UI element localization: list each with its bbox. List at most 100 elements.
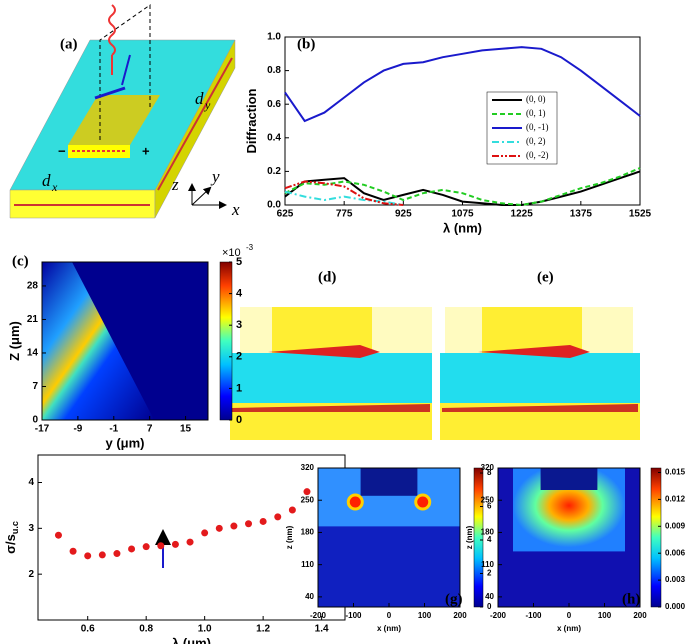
point	[98, 551, 106, 559]
y-tick-label: 28	[27, 281, 39, 292]
x-axis-label: x (nm)	[557, 624, 581, 633]
colorbar-tick-label: 4	[236, 288, 243, 300]
point	[201, 529, 209, 537]
x-axis-label: x (nm)	[377, 624, 401, 633]
colorbar-tick-label: 0.015	[665, 468, 685, 477]
dim-sub: y	[204, 98, 211, 112]
x-axis-label: λ (nm)	[443, 220, 482, 235]
y-axis-label: σ/su.c	[3, 521, 20, 554]
x-tick-label: 100	[418, 611, 432, 620]
x-tick-label: 0	[387, 611, 392, 620]
y-axis-label-text: Z (μm)	[7, 321, 22, 361]
y-axis-label: Z (μm)	[7, 321, 22, 361]
legend-label: (0, -1)	[526, 122, 549, 132]
legend-label: (0, -2)	[526, 150, 549, 160]
colorbar-tick-label: 8	[487, 468, 492, 477]
panel-label: (e)	[537, 269, 554, 285]
y-tick-label: 110	[301, 560, 314, 569]
point	[84, 552, 92, 560]
y-axis-label-text: z (nm)	[465, 525, 474, 549]
y-tick-label: 0.6	[267, 99, 281, 110]
y-tick-label: 320	[481, 463, 495, 472]
dim-sub: x	[51, 180, 58, 194]
y-tick-label: 180	[301, 528, 315, 537]
diagram-d: (d)	[230, 269, 432, 440]
series-line	[284, 190, 404, 206]
sign: −	[58, 143, 66, 158]
colorbar-tick-label: 0.006	[665, 548, 685, 557]
point	[259, 517, 267, 525]
x-tick-label: 1.0	[198, 624, 212, 635]
y-axis-label: Diffraction	[244, 88, 259, 153]
x-tick-label: 1375	[570, 209, 593, 220]
heatmap	[42, 262, 155, 420]
y-axis-label-sub: u.c	[10, 521, 20, 534]
x-tick-label: 1225	[511, 209, 534, 220]
y-tick-label: 110	[481, 560, 494, 569]
y-tick-label: 0.0	[267, 200, 281, 211]
point	[215, 524, 223, 532]
panel-label: (a)	[60, 36, 78, 52]
y-tick-label: 250	[481, 495, 495, 504]
colorbar-tick-label: 2	[487, 569, 492, 578]
colorbar	[650, 467, 662, 608]
colorbar-tick-label: 1	[236, 382, 242, 394]
x-tick-label: -100	[525, 611, 542, 620]
y-tick-label: 0	[32, 415, 38, 426]
colorbar-tick-label: 5	[236, 256, 242, 268]
colorbar-tick-label: 0	[487, 602, 492, 611]
x-tick-label: 100	[598, 611, 612, 620]
point	[69, 547, 77, 555]
y-tick-label: 14	[27, 348, 39, 359]
heatmap	[360, 468, 418, 496]
x-tick-label: -200	[310, 611, 327, 620]
point	[303, 488, 311, 496]
y-tick-label: 4	[28, 477, 34, 488]
series-line	[284, 46, 641, 123]
point	[113, 550, 121, 558]
heatmap	[346, 493, 364, 511]
colorbar-tick-label: 0.009	[665, 521, 685, 530]
y-tick-label: 320	[301, 463, 315, 472]
y-tick-label: 40	[305, 592, 314, 601]
y-tick-label: 2	[28, 569, 34, 580]
y-tick-label: 1.0	[267, 32, 281, 43]
colorbar-exponent: ×10	[222, 247, 241, 259]
y-axis-label-text: z (nm)	[285, 525, 294, 549]
point	[142, 543, 150, 551]
x-tick-label: 1.4	[315, 624, 329, 635]
y-tick-label: 3	[28, 523, 34, 534]
x-tick-label: -100	[345, 611, 362, 620]
axis-label: z	[171, 175, 179, 194]
y-axis-label: z (nm)	[465, 525, 474, 549]
x-tick-label: 15	[180, 424, 192, 435]
x-tick-label: 775	[336, 209, 353, 220]
point	[288, 506, 296, 514]
colorbar-tick-label: 2	[236, 351, 242, 363]
legend-label: (0, 0)	[526, 94, 546, 104]
axis-label: y	[210, 167, 220, 186]
y-tick-label: 180	[481, 528, 495, 537]
y-tick-label: 40	[485, 592, 494, 601]
series-line	[284, 170, 641, 206]
point	[54, 531, 62, 539]
x-tick-label: -17	[35, 424, 50, 435]
point	[128, 545, 136, 553]
diagram-e: (e)	[440, 269, 640, 440]
heatmap	[540, 468, 598, 490]
y-axis-label: z (nm)	[285, 525, 294, 549]
point	[274, 513, 282, 521]
x-tick-label: 200	[633, 611, 647, 620]
panel-label: (c)	[12, 253, 29, 269]
point	[245, 520, 253, 528]
colorbar-tick-label: 6	[487, 502, 492, 511]
point	[157, 542, 165, 550]
y-tick-label: 21	[27, 314, 39, 325]
x-tick-label: 1075	[451, 209, 474, 220]
colorbar-tick-label: 0.000	[665, 602, 685, 611]
heatmap	[414, 493, 432, 511]
y-tick-label: 0.8	[267, 65, 281, 76]
x-tick-label: 0.8	[139, 624, 153, 635]
x-tick-label: -200	[490, 611, 507, 620]
